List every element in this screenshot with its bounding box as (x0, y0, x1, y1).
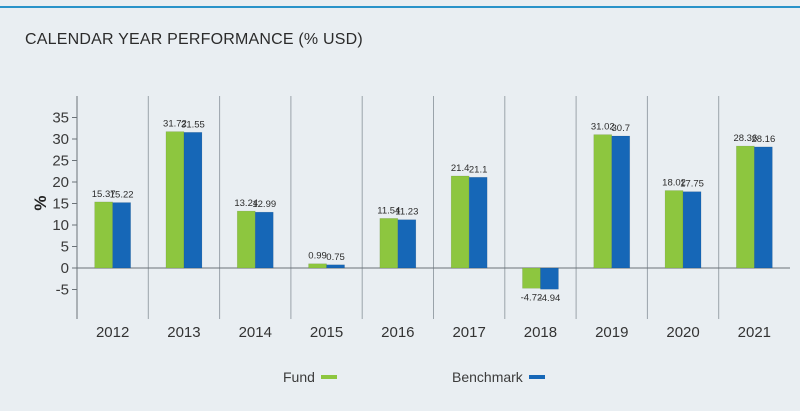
bar-fund (165, 131, 185, 269)
x-tick-label: 2021 (738, 324, 771, 341)
top-accent-rule (0, 6, 800, 8)
x-tick-label: 2019 (595, 324, 628, 341)
data-label-benchmark: 21.1 (469, 164, 488, 175)
y-tick-label: 10 (52, 217, 69, 234)
y-tick-label: 20 (52, 174, 69, 191)
data-label-fund: 11.54 (377, 205, 400, 216)
bar-fund (94, 201, 113, 269)
bar-fund (593, 134, 613, 269)
data-label-benchmark: 28.16 (751, 134, 775, 145)
y-tick-label: -5 (56, 282, 69, 299)
bar-fund (736, 145, 755, 269)
bar-fund (450, 175, 470, 269)
x-tick-label: 2016 (381, 324, 414, 341)
data-label-fund: 28.36 (733, 133, 757, 144)
legend-fund-label: Fund (283, 369, 315, 385)
data-label-benchmark: 15.22 (110, 190, 134, 201)
bar-benchmark (183, 132, 203, 269)
x-tick-label: 2013 (167, 324, 200, 341)
bar-fund (522, 267, 541, 289)
y-tick-label: 25 (52, 153, 69, 170)
bar-benchmark (611, 135, 631, 269)
bar-fund (664, 190, 684, 269)
bar-benchmark (468, 176, 488, 269)
data-label-fund: 31.72 (163, 119, 187, 130)
legend-benchmark-label: Benchmark (452, 369, 523, 385)
y-axis-title: % (31, 195, 50, 210)
data-label-benchmark: 0.75 (326, 252, 345, 263)
y-tick-label: 5 (61, 239, 69, 256)
bar-fund (236, 210, 256, 269)
bar-benchmark (254, 211, 274, 269)
bar-benchmark (754, 146, 773, 269)
bar-fund (379, 218, 399, 269)
legend-fund: Fund (283, 369, 337, 385)
legend-benchmark-swatch (528, 375, 545, 379)
data-label-fund: -4.72 (521, 292, 543, 303)
data-label-benchmark: 30.7 (612, 123, 631, 134)
x-tick-label: 2018 (524, 324, 557, 341)
bar-benchmark (326, 264, 345, 269)
bar-fund (308, 263, 327, 269)
data-label-benchmark: 17.75 (680, 179, 704, 190)
x-tick-label: 2014 (239, 324, 272, 341)
data-label-benchmark: -4.94 (539, 293, 561, 304)
y-tick-label: 0 (61, 260, 69, 277)
data-label-benchmark: 11.23 (395, 207, 418, 218)
data-label-fund: 15.37 (92, 189, 116, 200)
y-tick-label: 15 (52, 196, 69, 213)
data-label-fund: 31.02 (591, 122, 615, 133)
chart-title: CALENDAR YEAR PERFORMANCE (% USD) (25, 31, 363, 48)
data-label-benchmark: 12.99 (252, 199, 276, 210)
x-tick-label: 2017 (452, 324, 485, 341)
x-tick-label: 2012 (96, 324, 129, 341)
x-tick-label: 2020 (666, 324, 699, 341)
bar-benchmark (112, 202, 131, 269)
data-label-fund: 18.02 (662, 178, 686, 189)
x-tick-label: 2015 (310, 324, 343, 341)
bar-benchmark (397, 219, 417, 269)
y-tick-label: 35 (52, 110, 69, 127)
data-label-benchmark: 31.55 (181, 119, 205, 130)
y-tick-label: 30 (52, 131, 69, 148)
data-label-fund: 13.24 (234, 198, 258, 209)
bar-benchmark (540, 267, 559, 290)
data-label-fund: 21.4 (451, 163, 470, 174)
legend-benchmark: Benchmark (452, 369, 545, 385)
legend-fund-swatch (320, 375, 337, 379)
bars (94, 131, 773, 290)
bar-benchmark (682, 191, 702, 269)
data-label-fund: 0.99 (308, 251, 327, 262)
